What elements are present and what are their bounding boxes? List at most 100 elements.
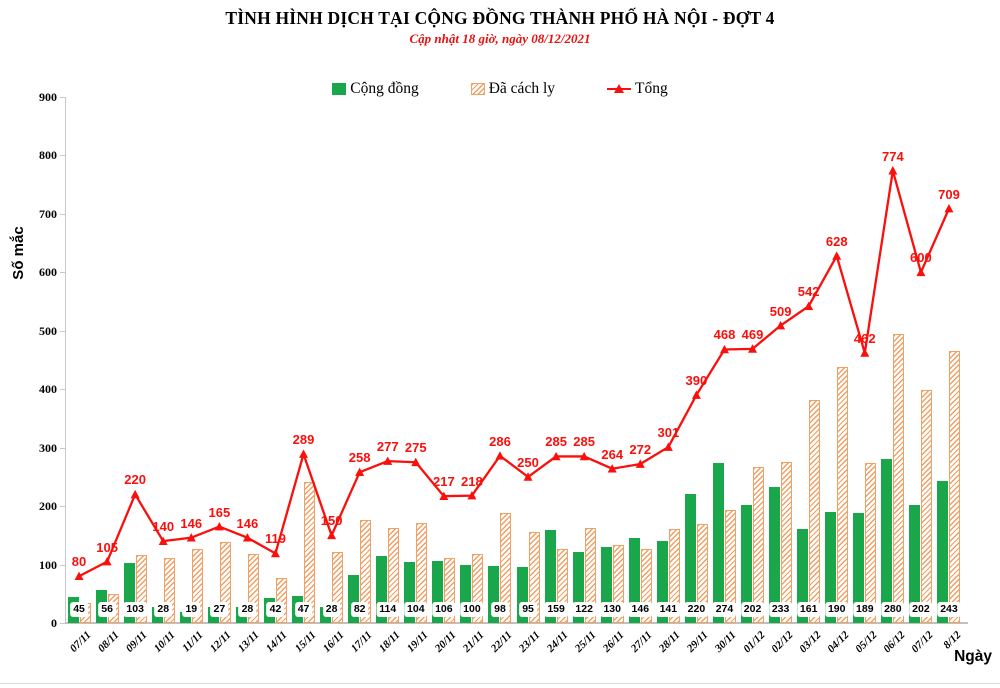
y-tick <box>60 155 65 157</box>
community-bar <box>376 556 388 623</box>
quarantined-bar <box>753 466 765 623</box>
legend-item-community: Cộng đồng <box>332 80 419 98</box>
community-value-label: 100 <box>460 602 484 617</box>
total-value-label: 217 <box>432 474 455 490</box>
total-value-label: 285 <box>545 434 567 450</box>
total-value-label: 462 <box>853 330 876 346</box>
community-value-label: 19 <box>182 602 201 617</box>
community-bar <box>432 561 444 623</box>
y-tick-label: 0 <box>51 616 57 630</box>
total-value-label: 275 <box>404 440 427 456</box>
total-marker <box>776 320 786 330</box>
quarantined-bar <box>921 390 933 623</box>
page-divider <box>0 683 1000 684</box>
total-value-label: 542 <box>797 284 820 300</box>
quarantined-bar <box>781 461 793 623</box>
community-swatch-icon <box>332 83 347 95</box>
community-bar <box>123 562 135 623</box>
community-bar <box>572 551 584 623</box>
total-value-label: 80 <box>71 554 87 570</box>
total-value-label: 285 <box>573 434 596 450</box>
community-value-label: 42 <box>266 602 285 617</box>
total-value-label: 264 <box>601 446 624 462</box>
quarantined-bar <box>949 350 961 623</box>
total-marker <box>74 571 84 581</box>
total-value-label: 277 <box>376 439 399 455</box>
total-value-label: 218 <box>461 473 483 489</box>
community-bar <box>488 565 500 623</box>
total-value-label: 390 <box>685 373 708 389</box>
total-marker <box>748 344 758 353</box>
community-value-label: 47 <box>294 602 313 617</box>
community-value-label: 274 <box>712 602 737 617</box>
total-marker <box>860 348 870 357</box>
total-value-label: 600 <box>910 250 932 266</box>
y-tick <box>60 447 65 449</box>
quarantined-swatch-icon <box>470 83 485 95</box>
legend-item-quarantined: Đã cách ly <box>470 80 556 98</box>
community-bar <box>516 567 528 623</box>
y-tick-label: 900 <box>39 90 57 104</box>
chart-subtitle: Cập nhật 18 giờ, ngày 08/12/2021 <box>409 31 591 46</box>
y-tick-label: 600 <box>39 265 57 280</box>
y-tick-label: 800 <box>39 148 57 163</box>
community-value-label: 95 <box>519 602 537 617</box>
community-value-label: 104 <box>404 602 428 617</box>
legend-label-quarantined: Đã cách ly <box>488 80 556 97</box>
community-value-label: 190 <box>824 602 849 617</box>
y-tick-label: 400 <box>39 382 57 397</box>
community-value-label: 122 <box>572 602 596 617</box>
total-marker <box>270 548 280 558</box>
community-value-label: 146 <box>628 602 653 617</box>
community-value-label: 114 <box>376 602 400 617</box>
community-bar <box>656 540 668 623</box>
total-marker <box>551 451 561 461</box>
quarantined-bar <box>893 334 905 623</box>
y-tick <box>60 272 65 274</box>
total-marker <box>691 390 701 399</box>
legend-label-community: Cộng đồng <box>350 80 419 97</box>
total-marker <box>944 204 954 213</box>
total-marker <box>214 521 224 531</box>
community-bar <box>348 575 360 623</box>
community-value-label: 103 <box>123 602 147 617</box>
total-value-label: 774 <box>881 148 904 164</box>
y-tick <box>60 623 65 624</box>
total-marker <box>663 442 673 451</box>
y-tick-label: 100 <box>39 557 57 572</box>
total-marker <box>355 467 365 477</box>
total-line-marker-icon <box>607 83 632 95</box>
total-value-label: 289 <box>292 432 315 448</box>
total-value-label: 286 <box>489 433 511 449</box>
y-axis-line <box>65 97 66 623</box>
total-marker <box>523 472 533 481</box>
y-tick-label: 300 <box>39 440 57 455</box>
legend: Cộng đồng Đã cách ly Tổng <box>0 80 1000 98</box>
community-value-label: 202 <box>909 602 933 617</box>
total-value-label: 628 <box>825 233 848 249</box>
total-marker <box>102 557 112 566</box>
x-axis-line <box>65 622 968 624</box>
community-bar <box>404 562 416 623</box>
total-value-label: 119 <box>264 531 286 547</box>
community-value-label: 45 <box>70 602 88 617</box>
total-value-label: 709 <box>938 186 960 202</box>
total-marker <box>804 301 814 311</box>
total-marker <box>635 459 645 468</box>
total-marker <box>299 449 309 458</box>
community-bar <box>460 564 472 623</box>
total-marker <box>327 530 337 540</box>
total-value-label: 165 <box>208 504 231 520</box>
total-marker <box>719 344 729 354</box>
total-marker <box>579 451 589 461</box>
total-marker <box>832 251 842 260</box>
quarantined-bar <box>275 577 287 623</box>
total-value-label: 105 <box>96 539 118 555</box>
community-value-label: 161 <box>796 602 821 617</box>
total-value-label: 469 <box>741 326 764 342</box>
community-value-label: 130 <box>600 602 624 617</box>
total-value-label: 509 <box>769 303 792 319</box>
community-bar <box>628 537 640 623</box>
total-marker <box>467 490 477 500</box>
